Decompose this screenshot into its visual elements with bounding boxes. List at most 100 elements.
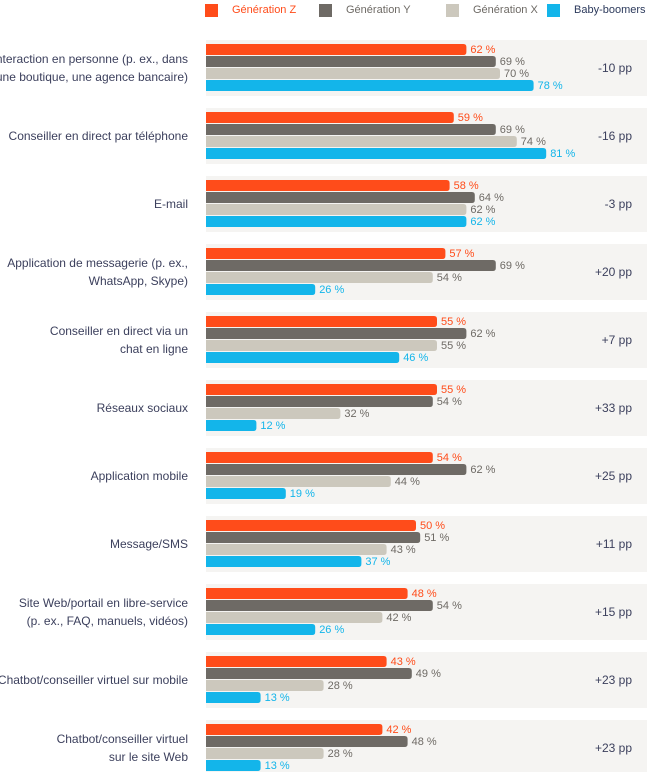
category-label: Site Web/portail en libre-service [19,596,189,610]
bar-generation-x [206,408,341,419]
value-label-baby-boomers: 81 % [550,148,575,160]
category-label: Conseiller en direct via un [50,324,188,338]
value-label-generation-z: 50 % [420,520,445,532]
category-label: Réseaux sociaux [97,401,188,415]
bar-baby-boomers [206,488,286,499]
bar-baby-boomers [206,624,316,635]
difference-label: +7 pp [602,333,633,347]
bar-generation-z [206,588,408,599]
bar-generation-z [206,384,437,395]
bar-generation-z [206,316,437,327]
category-label: WhatsApp, Skype) [89,274,188,288]
value-label-generation-x: 62 % [470,204,495,216]
bar-generation-y [206,532,421,543]
value-label-generation-z: 55 % [441,384,466,396]
bar-generation-y [206,56,496,67]
value-label-generation-y: 51 % [424,532,449,544]
bar-generation-z [206,520,416,531]
bar-generation-z [206,248,446,259]
bar-generation-x [206,204,467,215]
value-label-generation-y: 54 % [437,600,462,612]
value-label-generation-x: 54 % [437,272,462,284]
value-label-generation-y: 49 % [416,668,441,680]
category-label: Chatbot/conseiller virtuel sur mobile [0,673,188,687]
difference-label: -16 pp [598,129,632,143]
bar-generation-x [206,748,324,759]
value-label-generation-z: 55 % [441,316,466,328]
legend-swatch-baby-boomers [547,3,560,17]
difference-label: -3 pp [605,197,633,211]
value-label-generation-x: 55 % [441,340,466,352]
bar-baby-boomers [206,216,467,227]
category-label: Interaction en personne (p. ex., dans [0,52,188,66]
difference-label: +23 pp [595,741,632,755]
value-label-generation-x: 44 % [395,476,420,488]
bar-baby-boomers [206,352,400,363]
value-label-generation-z: 43 % [391,656,416,668]
category-label: Application de messagerie (p. ex., [7,256,188,270]
bar-baby-boomers [206,556,362,567]
legend-label-generation-x: Génération X [473,4,538,16]
legend-item-generation-z: Génération Z [205,2,296,18]
bar-baby-boomers [206,148,547,159]
bar-generation-x [206,136,517,147]
value-label-generation-x: 42 % [386,612,411,624]
category-label: sur le site Web [109,750,188,764]
bar-generation-z [206,724,383,735]
bar-generation-y [206,328,467,339]
value-label-baby-boomers: 13 % [265,692,290,704]
value-label-generation-y: 54 % [437,396,462,408]
legend-label-generation-y: Génération Y [346,4,411,16]
legend-swatch-generation-x [446,3,459,17]
value-label-generation-z: 54 % [437,452,462,464]
difference-label: +23 pp [595,673,632,687]
legend-item-generation-x: Génération X [446,2,538,18]
value-label-generation-z: 62 % [470,44,495,56]
value-label-baby-boomers: 13 % [265,760,290,772]
value-label-generation-y: 62 % [470,328,495,340]
value-label-generation-y: 69 % [500,260,525,272]
bar-generation-y [206,192,475,203]
bar-generation-y [206,124,496,135]
legend-swatch-generation-z [205,3,218,17]
legend-label-generation-z: Génération Z [232,4,297,16]
bar-generation-z [206,656,387,667]
category-label: une boutique, une agence bancaire) [0,70,188,84]
value-label-generation-y: 69 % [500,124,525,136]
bar-generation-z [206,112,454,123]
category-label: (p. ex., FAQ, manuels, vidéos) [27,614,188,628]
value-label-baby-boomers: 26 % [319,624,344,636]
bar-generation-y [206,600,433,611]
category-label: Message/SMS [110,537,188,551]
bar-generation-x [206,544,387,555]
bar-generation-y [206,736,408,747]
value-label-baby-boomers: 12 % [260,420,285,432]
difference-label: -10 pp [598,61,632,75]
bar-generation-x [206,272,433,283]
bar-generation-y [206,464,467,475]
bar-generation-x [206,612,383,623]
category-label: Conseiller en direct par téléphone [9,129,189,143]
bar-generation-y [206,260,496,271]
bar-generation-x [206,68,500,79]
bar-generation-z [206,44,467,55]
bar-baby-boomers [206,760,261,771]
value-label-generation-z: 42 % [386,724,411,736]
bar-baby-boomers [206,284,316,295]
bar-generation-z [206,180,450,191]
value-label-generation-x: 74 % [521,136,546,148]
category-label: Chatbot/conseiller virtuel [57,732,188,746]
bar-generation-x [206,680,324,691]
value-label-generation-x: 32 % [344,408,369,420]
value-label-generation-z: 57 % [449,248,474,260]
difference-label: +15 pp [595,605,632,619]
value-label-generation-y: 48 % [412,736,437,748]
bar-generation-x [206,340,437,351]
bar-generation-y [206,668,412,679]
difference-label: +25 pp [595,469,632,483]
value-label-baby-boomers: 26 % [319,284,344,296]
value-label-baby-boomers: 62 % [470,216,495,228]
category-label: chat en ligne [120,342,188,356]
value-label-generation-x: 28 % [328,680,353,692]
